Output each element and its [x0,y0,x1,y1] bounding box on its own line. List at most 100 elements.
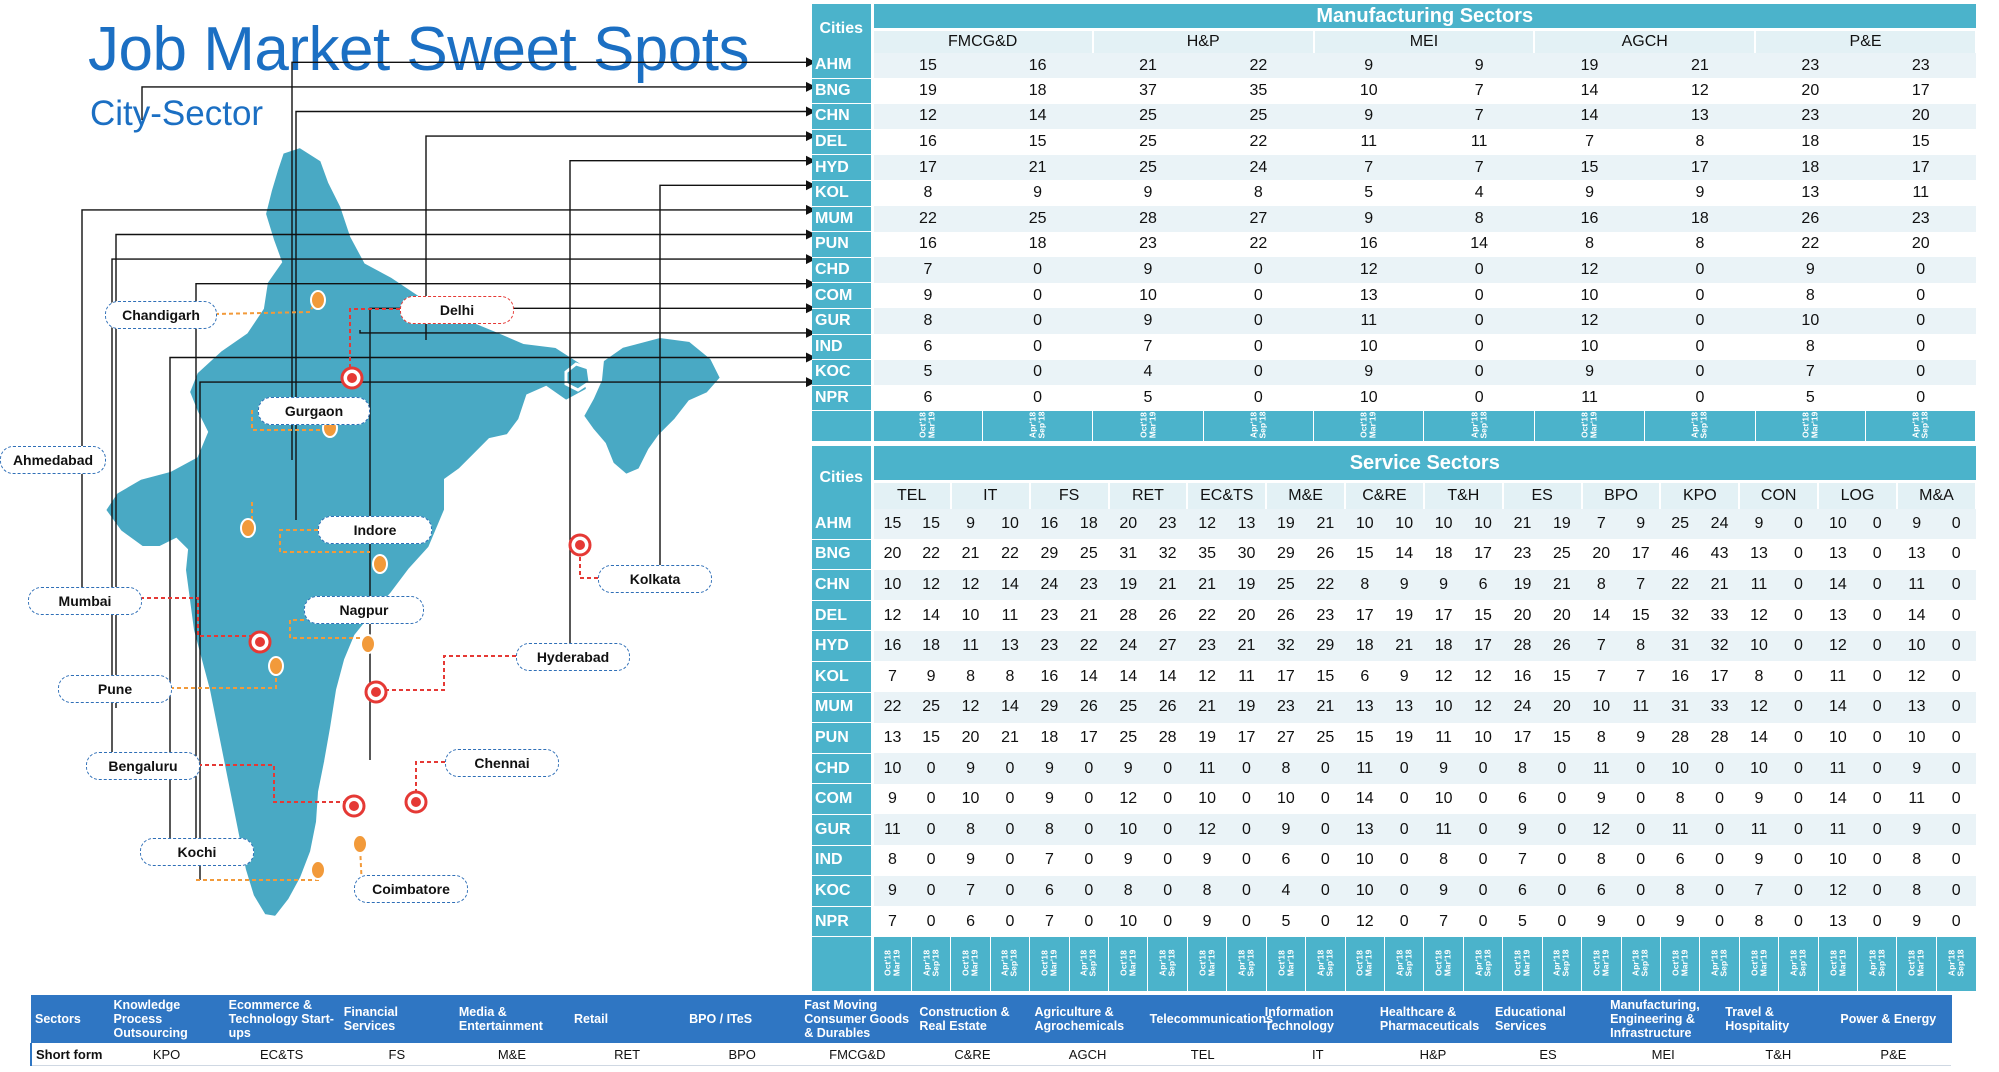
table-cell: 20 [1226,600,1267,631]
svc-table-title: Service Sectors [872,446,1977,483]
leader-line [214,299,317,315]
table-cell: 4 [1423,180,1535,207]
table-cell: 9 [1384,569,1424,601]
table-cell: 23 [1029,600,1070,631]
period-text: Apr'18 Sep'18 [1788,949,1808,977]
table-cell: 17 [1226,722,1267,754]
table-cell: 13 [1818,600,1858,631]
table-cell: 0 [1147,783,1188,815]
table-cell: 23 [1755,103,1866,130]
table-cell: 16 [1313,231,1424,258]
table-cell: 13 [1896,539,1937,570]
table-cell: 0 [1936,845,1977,876]
table-cell: 9 [1423,753,1464,784]
table-cell: 11 [1313,308,1424,335]
table-cell: 0 [1384,906,1424,937]
table-cell: 23 [1092,231,1204,258]
table-cell: 16 [872,630,912,662]
table-cell: 0 [1423,282,1535,309]
period-label: Oct'18 Mar'19 [1818,936,1859,992]
table-row: NPR 6 0 5 0 10 0 11 0 5 0 [812,385,1976,412]
table-cell: 8 [872,845,912,876]
table-cell: 12 [1818,875,1858,907]
table-cell: 18 [1755,154,1866,181]
table-cell: 5 [1266,906,1306,937]
legend-short-header: Short form [30,1043,109,1066]
table-row: KOL 8 9 9 8 5 4 9 9 13 11 [812,180,1976,207]
table-cell: 0 [1699,845,1740,876]
connector-line [115,233,806,708]
table-cell: 8 [1423,845,1464,876]
table-cell: 0 [1203,359,1314,386]
table-cell: 0 [1936,509,1977,540]
table-cell: 8 [1581,569,1622,601]
table-cell: 8 [1423,206,1535,232]
city-code: MUM [812,692,874,724]
table-cell: 0 [1305,783,1346,815]
table-cell: 9 [1092,308,1204,335]
city-label-mumbai: Mumbai [28,587,142,615]
period-label: Oct'18 Mar'19 [872,936,912,992]
table-cell: 0 [982,282,1093,309]
period-text: Apr'18 Sep'18 [1394,949,1414,977]
legend-sector-name: Knowledge Process Outsourcing [109,995,225,1043]
table-cell: 10 [1755,308,1866,335]
table-cell: 0 [911,814,951,846]
table-cell: 12 [1108,783,1148,815]
table-cell: 0 [1936,661,1977,693]
table-cell: 9 [1266,814,1306,846]
table-cell: 0 [1936,875,1977,907]
period-text: Apr'18 Sep'18 [999,949,1019,977]
table-cell: 0 [1621,753,1661,784]
legend-short-form: ES [1490,1043,1606,1066]
mfg-sector-handp: H&P [1092,29,1315,53]
table-cell: 24 [1502,692,1543,723]
table-cell: 0 [1463,783,1503,815]
period-text: Apr'18 Sep'18 [921,949,941,977]
legend-sector-name: Travel & Hospitality [1720,995,1837,1043]
table-cell: 19 [872,78,983,104]
table-cell: 12 [1581,814,1622,846]
table-cell: 9 [1187,906,1227,937]
period-label: Oct'18 Mar'19 [1313,410,1425,442]
table-cell: 11 [1865,180,1976,207]
table-cell: 14 [1423,231,1535,258]
city-label-chandigarh: Chandigarh [105,301,217,329]
table-cell: 0 [1699,906,1740,937]
table-cell: 0 [1699,875,1740,907]
table-cell: 0 [1936,814,1977,846]
table-cell: 14 [990,569,1030,601]
period-text: Apr'18 Sep'18 [1473,949,1493,977]
legend-sector-name: Power & Energy [1835,995,1952,1043]
table-cell: 0 [1147,845,1188,876]
period-text: Apr'18 Sep'18 [1469,411,1489,439]
table-cell: 13 [990,630,1030,662]
city-code: PUN [812,722,874,754]
table-cell: 19 [1384,600,1424,631]
connector-line [199,381,806,880]
table-cell: 10 [1423,692,1464,723]
table-cell: 35 [1203,78,1314,104]
table-row: CHD 7 0 9 0 12 0 12 0 9 0 [812,257,1976,284]
period-text: Apr'18 Sep'18 [1910,411,1930,439]
table-cell: 26 [1305,539,1346,570]
table-cell: 12 [1345,906,1385,937]
table-cell: 9 [1502,814,1543,846]
table-cell: 11 [1739,814,1779,846]
table-cell: 12 [950,692,991,723]
period-label: Apr'18 Sep'18 [1226,936,1267,992]
table-cell: 0 [1857,783,1897,815]
table-cell: 8 [1534,231,1645,258]
arrow-head [806,303,816,314]
period-text: Apr'18 Sep'18 [1551,949,1571,977]
svc-sector-mande: M&E [1266,481,1347,509]
table-cell: 6 [1266,845,1306,876]
table-cell: 0 [1857,539,1897,570]
table-cell: 11 [1818,661,1858,693]
table-cell: 23 [1069,569,1109,601]
period-label: Apr'18 Sep'18 [1857,936,1898,992]
table-cell: 0 [1865,359,1976,386]
svc-sector-kpo: KPO [1660,481,1741,509]
table-cell: 0 [1226,845,1267,876]
table-cell: 20 [1542,692,1582,723]
